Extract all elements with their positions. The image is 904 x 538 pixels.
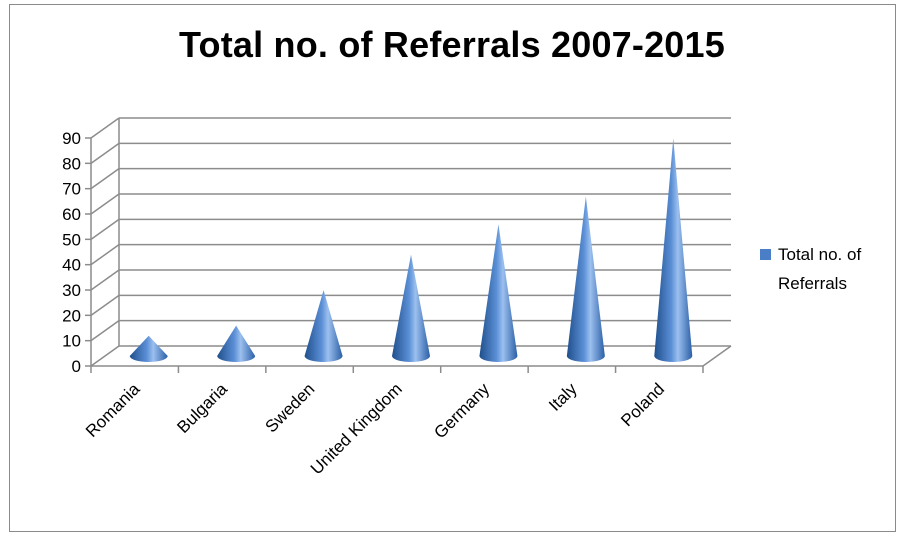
y-tick-label: 20 [62,306,81,325]
legend-label-line1: Total no. of [778,245,861,264]
floor-edge [702,345,732,367]
cone-united-kingdom [392,254,430,362]
gridline-side [90,142,120,164]
chart-frame [9,4,896,532]
y-tick-label: 10 [62,332,81,351]
gridline-side [90,193,120,215]
legend-label-line2: Referrals [778,274,847,293]
y-tick-label: 60 [62,205,81,224]
gridline-side [90,320,120,342]
y-tick-label: 70 [62,180,81,199]
y-tick-label: 30 [62,281,81,300]
gridline-side [90,269,120,291]
cone-sweden [304,290,343,362]
y-tick-label: 40 [62,256,81,275]
cone-romania [129,335,168,362]
x-tick-label: United Kingdom [307,379,406,478]
gridline-side [90,168,120,190]
gridline-side [90,117,120,139]
y-tick-label: 0 [72,357,81,376]
gridline-side [90,244,120,266]
cone-bulgaria [217,325,256,362]
x-tick-label: Sweden [262,379,319,436]
gridline-side [90,294,120,316]
cone-italy [566,196,605,362]
x-tick-label: Germany [430,379,493,442]
x-tick-label: Poland [617,379,668,430]
x-tick-label: Bulgaria [173,379,231,437]
y-tick-label: 90 [62,129,81,148]
cone-germany [479,224,518,363]
x-tick-label: Italy [545,379,581,415]
chart-title: Total no. of Referrals 2007-2015 [179,24,725,65]
y-tick-label: 80 [62,154,81,173]
gridline-side [90,218,120,240]
y-tick-label: 50 [62,230,81,249]
x-tick-label: Romania [82,379,144,441]
gridline-side [90,345,120,367]
legend-swatch [760,249,771,260]
cone-poland [654,138,693,362]
